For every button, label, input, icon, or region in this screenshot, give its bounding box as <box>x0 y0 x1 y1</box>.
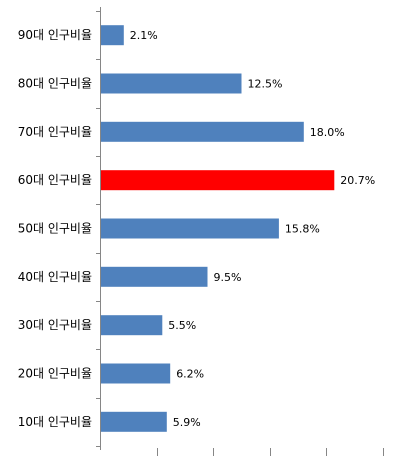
category-labels-group: 10대 인구비율 20대 인구비율 30대 인구비율 40대 인구비율 50대 인구비율… <box>18 28 92 429</box>
value-label-9: 2.1% <box>130 29 158 42</box>
category-label-2: 20대 인구비율 <box>18 367 92 381</box>
category-label-8: 80대 인구비율 <box>18 77 92 91</box>
category-label-3: 30대 인구비율 <box>18 318 92 332</box>
value-label-8: 12.5% <box>248 78 283 91</box>
bar-9 <box>100 25 124 46</box>
value-label-6: 20.7% <box>340 174 375 187</box>
bar-7 <box>100 121 304 142</box>
bar-4 <box>100 266 208 287</box>
category-label-6: 60대 인구비율 <box>18 173 92 187</box>
value-label-2: 6.2% <box>176 368 204 381</box>
category-label-4: 40대 인구비율 <box>18 270 92 284</box>
value-label-5: 15.8% <box>285 223 320 236</box>
value-labels-group: 5.9% 6.2% 5.5% 9.5% 15.8% 20.7% 18.0% 12.5% 2.1% <box>130 29 375 429</box>
bar-2 <box>100 363 171 384</box>
value-label-3: 5.5% <box>168 319 196 332</box>
axes-group <box>96 7 384 456</box>
bar-6 <box>100 170 335 191</box>
bar-1 <box>100 411 167 432</box>
bars-group <box>100 25 335 432</box>
bar-3 <box>100 315 163 336</box>
value-label-1: 5.9% <box>173 416 201 429</box>
bar-8 <box>100 73 242 94</box>
category-label-7: 70대 인구비율 <box>18 125 92 139</box>
category-label-5: 50대 인구비율 <box>18 222 92 236</box>
category-label-1: 10대 인구비율 <box>18 415 92 429</box>
value-label-7: 18.0% <box>310 126 345 139</box>
value-label-4: 9.5% <box>214 271 242 284</box>
bar-5 <box>100 218 279 239</box>
category-label-9: 90대 인구비율 <box>18 28 92 42</box>
